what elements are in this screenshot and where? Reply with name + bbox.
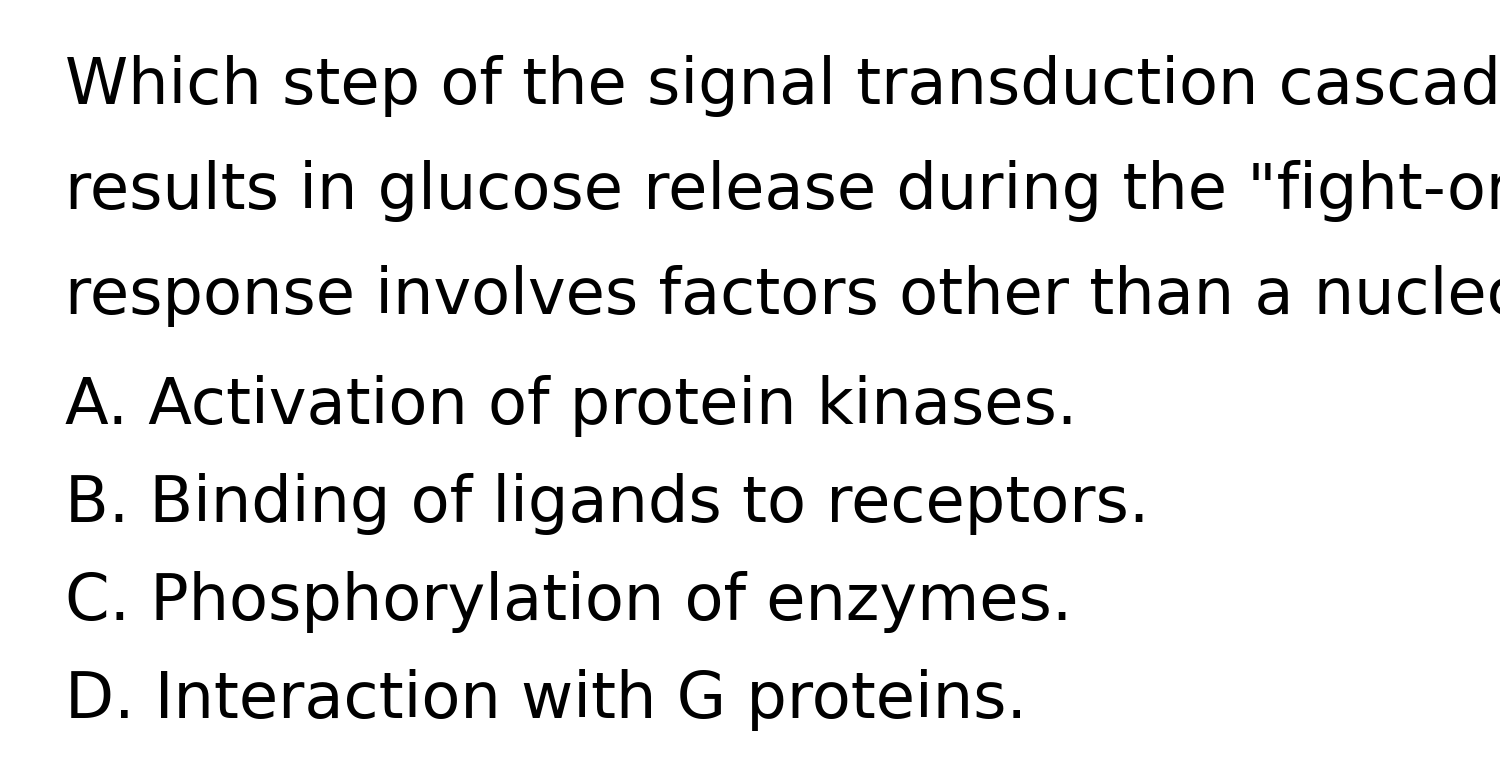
Text: B. Binding of ligands to receptors.: B. Binding of ligands to receptors. xyxy=(64,473,1149,535)
Text: response involves factors other than a nucleotide?: response involves factors other than a n… xyxy=(64,265,1500,327)
Text: D. Interaction with G proteins.: D. Interaction with G proteins. xyxy=(64,669,1028,731)
Text: Which step of the signal transduction cascade that: Which step of the signal transduction ca… xyxy=(64,55,1500,117)
Text: C. Phosphorylation of enzymes.: C. Phosphorylation of enzymes. xyxy=(64,571,1072,633)
Text: A. Activation of protein kinases.: A. Activation of protein kinases. xyxy=(64,375,1077,437)
Text: results in glucose release during the "fight-or-flight": results in glucose release during the "f… xyxy=(64,160,1500,222)
